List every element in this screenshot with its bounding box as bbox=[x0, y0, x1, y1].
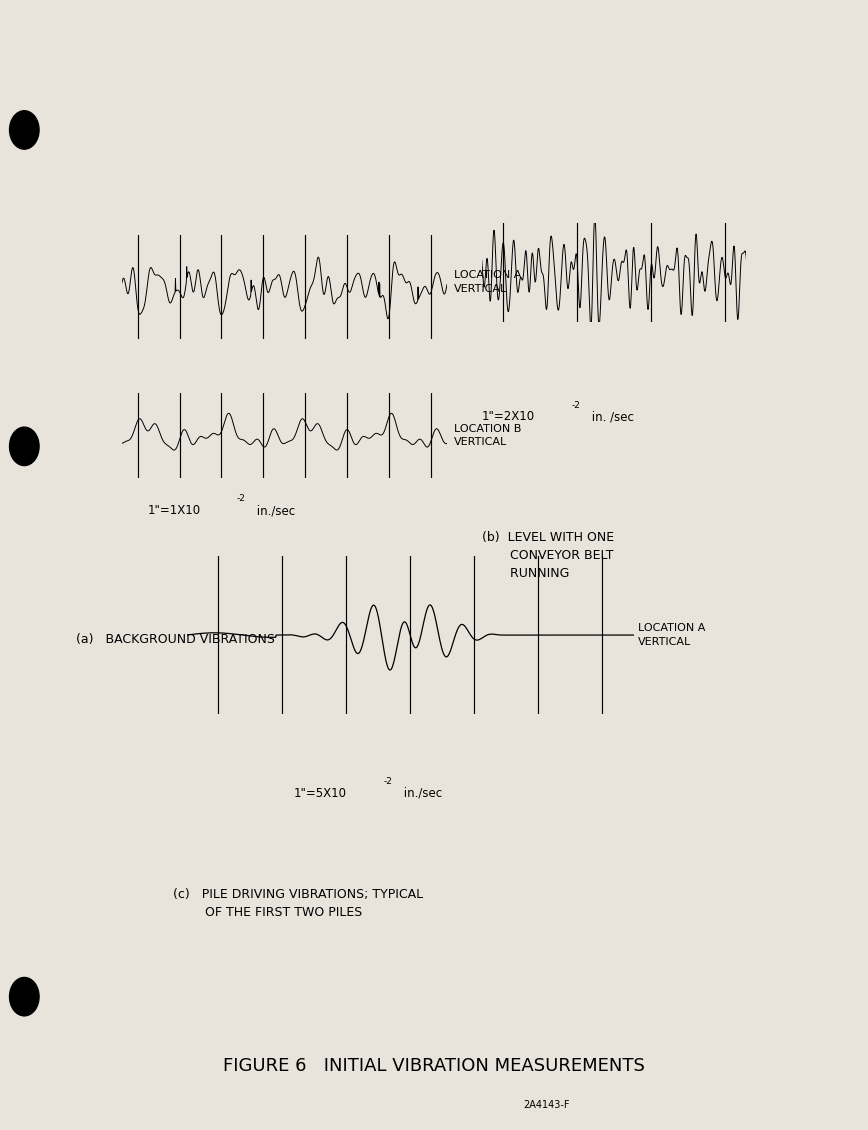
Text: 2A4143-F: 2A4143-F bbox=[523, 1101, 570, 1110]
Text: 1"=5X10: 1"=5X10 bbox=[294, 786, 347, 800]
Text: -2: -2 bbox=[384, 777, 392, 786]
Text: -2: -2 bbox=[571, 401, 580, 410]
Text: in./sec: in./sec bbox=[253, 504, 296, 518]
Text: LOCATION A
VERTICAL: LOCATION A VERTICAL bbox=[453, 270, 521, 294]
Text: LOCATION B
VERTICAL: LOCATION B VERTICAL bbox=[453, 424, 521, 447]
Text: LOCATION A
VERTICAL: LOCATION A VERTICAL bbox=[638, 624, 706, 646]
Text: -2: -2 bbox=[237, 494, 246, 503]
Text: 1"=2X10: 1"=2X10 bbox=[482, 410, 535, 423]
Text: in./sec: in./sec bbox=[400, 786, 442, 800]
Text: (a)   BACKGROUND VIBRATIONS: (a) BACKGROUND VIBRATIONS bbox=[76, 633, 275, 645]
Text: FIGURE 6   INITIAL VIBRATION MEASUREMENTS: FIGURE 6 INITIAL VIBRATION MEASUREMENTS bbox=[223, 1057, 645, 1075]
Text: (c)   PILE DRIVING VIBRATIONS; TYPICAL
        OF THE FIRST TWO PILES: (c) PILE DRIVING VIBRATIONS; TYPICAL OF … bbox=[174, 888, 424, 919]
Text: (b)  LEVEL WITH ONE
       CONVEYOR BELT
       RUNNING: (b) LEVEL WITH ONE CONVEYOR BELT RUNNING bbox=[482, 531, 614, 580]
Text: in. /sec: in. /sec bbox=[588, 410, 634, 423]
Text: 1"=1X10: 1"=1X10 bbox=[148, 504, 201, 518]
